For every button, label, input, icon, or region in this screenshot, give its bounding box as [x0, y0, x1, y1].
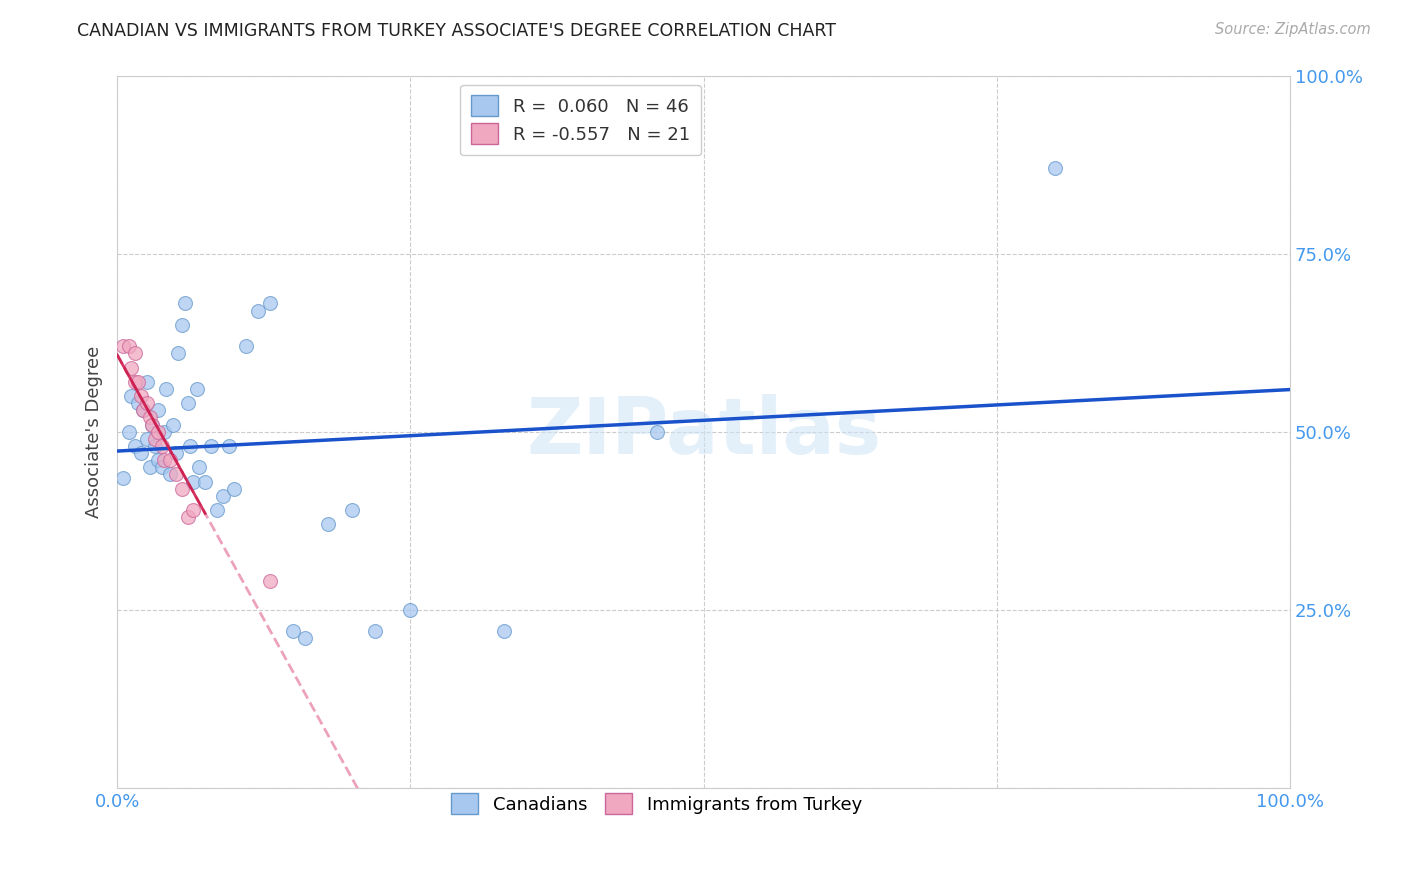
- Point: [148, 453, 170, 467]
- Point: [127, 396, 149, 410]
- Point: [162, 417, 184, 432]
- Point: [139, 460, 162, 475]
- Point: [155, 382, 177, 396]
- Point: [179, 439, 201, 453]
- Point: [129, 389, 152, 403]
- Point: [143, 432, 166, 446]
- Point: [167, 346, 190, 360]
- Point: [645, 425, 668, 439]
- Point: [218, 439, 240, 453]
- Point: [399, 603, 422, 617]
- Point: [194, 475, 217, 489]
- Text: Source: ZipAtlas.com: Source: ZipAtlas.com: [1215, 22, 1371, 37]
- Point: [159, 467, 181, 482]
- Point: [124, 439, 146, 453]
- Point: [174, 296, 197, 310]
- Point: [118, 425, 141, 439]
- Point: [139, 410, 162, 425]
- Point: [112, 471, 135, 485]
- Point: [127, 375, 149, 389]
- Point: [259, 574, 281, 589]
- Point: [186, 382, 208, 396]
- Point: [153, 425, 176, 439]
- Point: [159, 453, 181, 467]
- Point: [183, 503, 205, 517]
- Point: [364, 624, 387, 639]
- Point: [165, 467, 187, 482]
- Point: [141, 417, 163, 432]
- Point: [148, 403, 170, 417]
- Point: [170, 482, 193, 496]
- Point: [224, 482, 246, 496]
- Point: [112, 339, 135, 353]
- Point: [135, 375, 157, 389]
- Point: [294, 632, 316, 646]
- Point: [176, 396, 198, 410]
- Point: [183, 475, 205, 489]
- Point: [316, 517, 339, 532]
- Point: [165, 446, 187, 460]
- Point: [205, 503, 228, 517]
- Point: [494, 624, 516, 639]
- Point: [135, 432, 157, 446]
- Point: [135, 396, 157, 410]
- Point: [281, 624, 304, 639]
- Point: [132, 403, 155, 417]
- Point: [129, 446, 152, 460]
- Point: [124, 346, 146, 360]
- Point: [176, 510, 198, 524]
- Point: [120, 389, 142, 403]
- Text: CANADIAN VS IMMIGRANTS FROM TURKEY ASSOCIATE'S DEGREE CORRELATION CHART: CANADIAN VS IMMIGRANTS FROM TURKEY ASSOC…: [77, 22, 837, 40]
- Point: [124, 375, 146, 389]
- Point: [148, 425, 170, 439]
- Point: [141, 417, 163, 432]
- Text: ZIPatlas: ZIPatlas: [526, 393, 882, 470]
- Point: [246, 303, 269, 318]
- Point: [153, 453, 176, 467]
- Point: [340, 503, 363, 517]
- Point: [120, 360, 142, 375]
- Point: [118, 339, 141, 353]
- Point: [150, 460, 173, 475]
- Point: [143, 439, 166, 453]
- Point: [188, 460, 211, 475]
- Point: [170, 318, 193, 332]
- Y-axis label: Associate's Degree: Associate's Degree: [86, 345, 103, 518]
- Point: [150, 439, 173, 453]
- Point: [259, 296, 281, 310]
- Point: [211, 489, 233, 503]
- Legend: Canadians, Immigrants from Turkey: Canadians, Immigrants from Turkey: [440, 782, 873, 825]
- Point: [1045, 161, 1067, 175]
- Point: [200, 439, 222, 453]
- Point: [235, 339, 257, 353]
- Point: [132, 403, 155, 417]
